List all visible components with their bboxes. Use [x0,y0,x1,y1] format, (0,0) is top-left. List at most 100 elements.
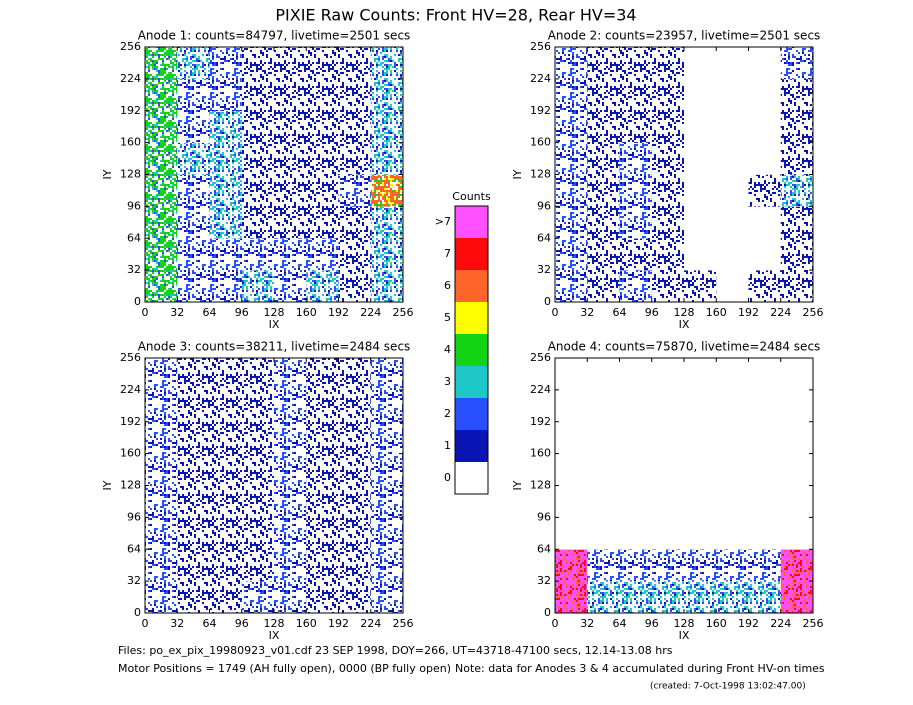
y-tick-label: 128 [530,479,551,492]
heatmap-cell [748,421,782,454]
y-tick-label: 0 [134,295,141,308]
y-tick-label: 224 [120,383,141,396]
x-tick-label: 192 [328,306,349,319]
x-tick-label: 64 [203,617,217,630]
heatmap-cell [241,581,275,614]
y-tick-label: 96 [127,199,141,212]
heatmap-cell [209,358,243,391]
heatmap-cell [716,110,749,143]
heatmap-cell [306,549,339,582]
heatmap-cell [716,581,749,614]
heatmap-cell [555,78,588,112]
heatmap-cell [274,78,307,112]
panel-title: Anode 1: counts=84797, livetime=2501 sec… [138,29,411,43]
heatmap-cell [209,485,243,518]
heatmap-cell [780,110,814,143]
heatmap-cell [274,581,307,614]
x-tick-label: 256 [803,306,824,319]
heatmap-cell [748,485,782,518]
heatmap-cell [177,142,210,175]
heatmap-cell [619,78,653,112]
heatmap-cell [651,421,685,454]
heatmap-cell [145,47,178,80]
heatmap-cell [619,358,653,391]
panel-title: Anode 3: counts=38211, livetime=2484 sec… [138,340,411,354]
heatmap-cell [651,453,685,486]
colorbar-box [455,398,488,430]
heatmap-cell [338,517,372,550]
heatmap-cell [177,47,210,80]
heatmap-cell [587,581,620,614]
colorbar-box [455,366,488,398]
heatmap-cell [306,421,339,454]
heatmap-cell [209,206,243,239]
colorbar-box [455,206,488,238]
heatmap-cell [748,47,782,80]
heatmap-cell [780,238,814,271]
heatmap-cell [177,110,210,143]
heatmap-cell [145,517,178,550]
heatmap-cell [555,110,588,143]
x-tick-label: 96 [645,617,659,630]
heatmap-cell [748,389,782,423]
heatmap-cell [587,485,620,518]
heatmap-cell [716,174,749,207]
heatmap-cell [555,421,588,454]
heatmap-cell [780,485,814,518]
heatmap-cell [587,358,620,391]
heatmap-cell [587,453,620,486]
x-tick-label: 256 [393,617,414,630]
footer-note: Note: data for Anodes 3 & 4 accumulated … [455,662,825,675]
heatmap-cell [209,238,243,271]
heatmap-cell [241,110,275,143]
heatmap-cell [145,238,178,271]
heatmap-cell [684,78,717,112]
heatmap-cell [716,270,749,303]
heatmap-cell [177,270,210,303]
heatmap-cell [619,389,653,423]
heatmap-cell [748,238,782,271]
x-tick-label: 32 [170,306,184,319]
heatmap-cell [651,110,685,143]
x-tick-label: 160 [296,617,317,630]
heatmap-cell [587,206,620,239]
heatmap-cell [619,47,653,80]
heatmap-cell [780,389,814,423]
heatmap-cell [306,270,339,303]
heatmap-cell [651,485,685,518]
heatmap-cell [684,142,717,175]
heatmap-cell [241,517,275,550]
colorbar-box [455,302,488,334]
heatmap-cell [145,110,178,143]
y-tick-label: 160 [530,136,551,149]
heatmap-cell [555,238,588,271]
heatmap-cell [145,549,178,582]
y-tick-label: 128 [530,168,551,181]
heatmap-cell [651,517,685,550]
y-axis-label: IY [101,480,114,490]
heatmap-cell [748,142,782,175]
colorbar-title: Counts [452,190,491,203]
heatmap-cell [177,238,210,271]
y-tick-label: 32 [537,574,551,587]
heatmap-cell [587,270,620,303]
heatmap-cell [338,206,372,239]
heatmap-cell [370,238,404,271]
heatmap-cell [145,358,178,391]
heatmap-cell [177,389,210,423]
heatmap-cell [145,270,178,303]
heatmap-cell [241,238,275,271]
heatmap-cell [145,206,178,239]
heatmap-cell [555,358,588,391]
heatmap-cell [209,270,243,303]
heatmap-cell [780,421,814,454]
heatmap-cell [619,142,653,175]
heatmap-cell [370,485,404,518]
heatmap-cell [274,238,307,271]
heatmap-cell [748,78,782,112]
y-tick-label: 192 [530,104,551,117]
colorbar-box [455,238,488,270]
heatmap-cell [651,358,685,391]
heatmap-cell [370,47,404,80]
heatmap-cell [209,110,243,143]
